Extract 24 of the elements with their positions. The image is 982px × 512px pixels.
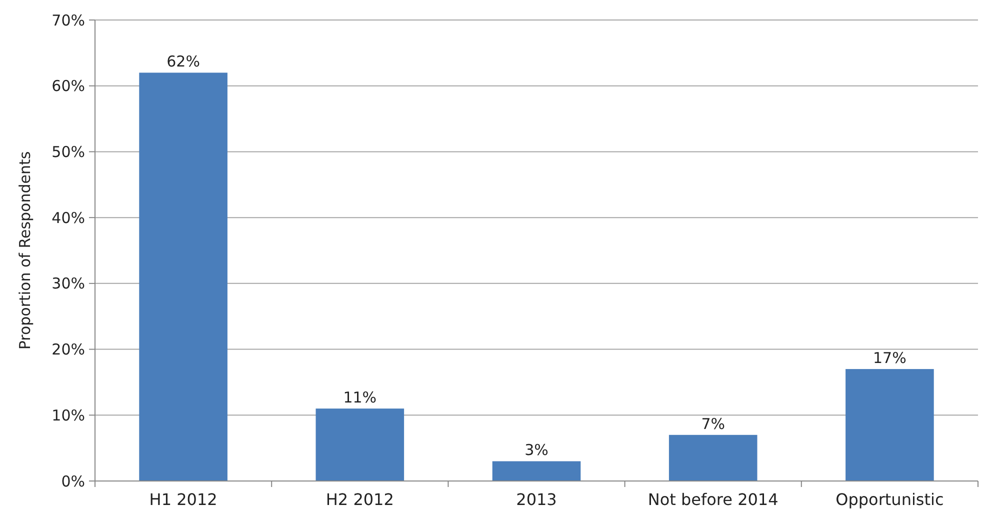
x-tick-label: 2013 bbox=[516, 490, 557, 509]
y-tick-label: 10% bbox=[52, 406, 85, 424]
bar bbox=[846, 369, 934, 481]
bar bbox=[139, 72, 228, 481]
y-tick-label: 70% bbox=[52, 11, 85, 30]
bar bbox=[492, 461, 581, 481]
x-tick-label: H2 2012 bbox=[326, 490, 394, 509]
data-label: 7% bbox=[701, 414, 725, 433]
y-tick-label: 50% bbox=[52, 142, 85, 161]
bar bbox=[668, 434, 758, 481]
data-label: 17% bbox=[873, 349, 906, 368]
data-label: 11% bbox=[343, 388, 377, 407]
y-tick-label: 40% bbox=[52, 208, 85, 227]
y-tick-label: 30% bbox=[52, 274, 85, 293]
y-tick-label: 20% bbox=[52, 340, 85, 359]
data-label: 62% bbox=[166, 52, 200, 71]
x-tick-label: Not before 2014 bbox=[648, 490, 778, 509]
data-label: 3% bbox=[524, 441, 548, 460]
x-tick-label: Opportunistic bbox=[836, 490, 944, 509]
x-tick-label: H1 2012 bbox=[149, 490, 218, 509]
bar bbox=[316, 408, 404, 481]
y-tick-label: 0% bbox=[61, 472, 85, 490]
y-axis-title: Proportion of Respondents bbox=[16, 151, 34, 350]
y-tick-label: 60% bbox=[52, 77, 85, 96]
